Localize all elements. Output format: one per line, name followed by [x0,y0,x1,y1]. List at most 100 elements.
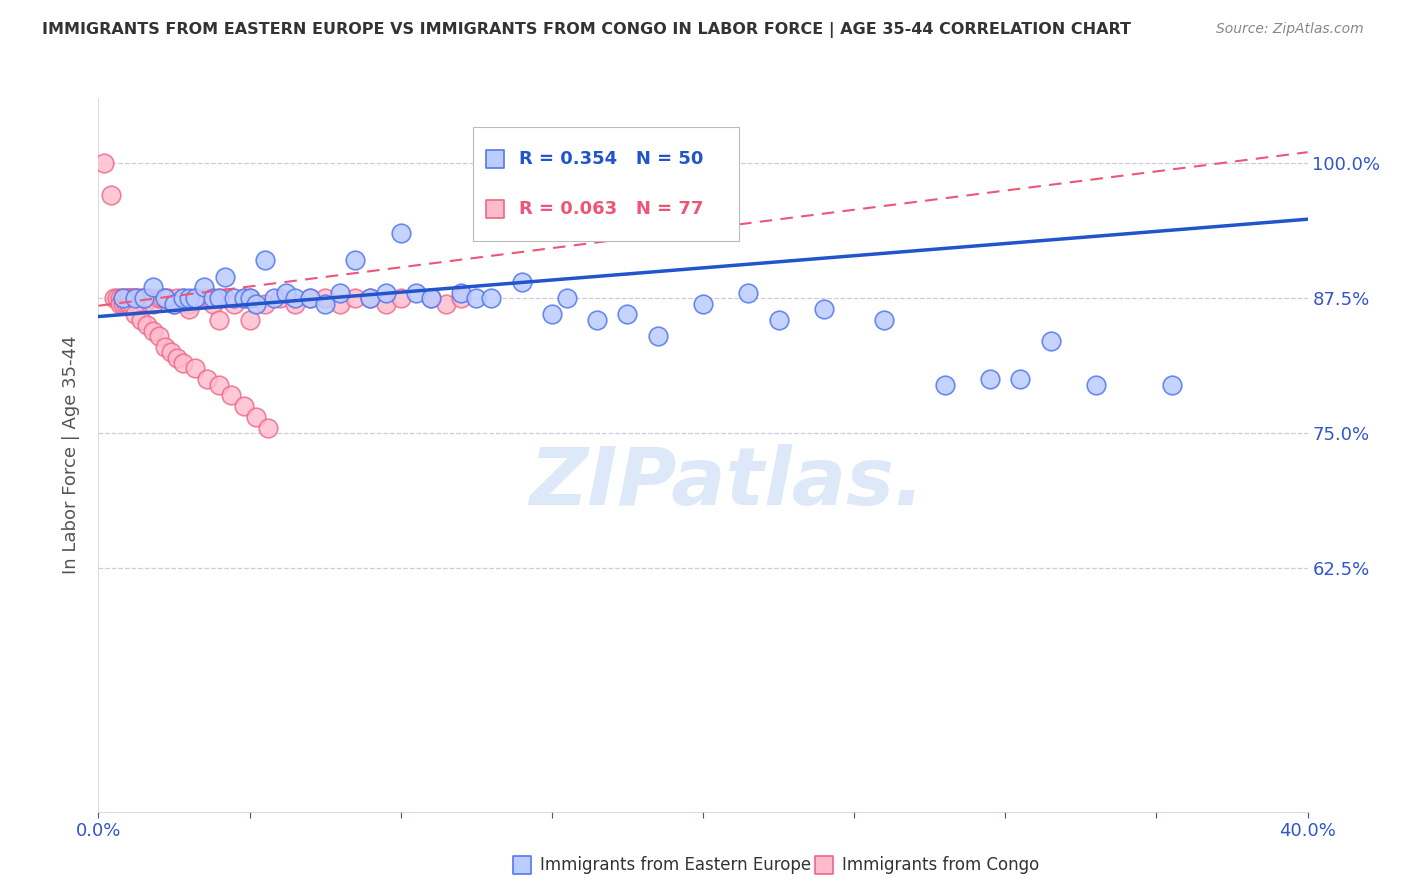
Point [124,291,146,305]
Point [555,291,578,305]
Point [344,291,367,305]
Point [132,291,155,305]
Point [616,307,638,321]
Point [142,280,165,294]
Point [284,296,307,310]
Point [111,296,134,310]
Point [934,377,956,392]
Point [172,291,194,305]
Point [465,291,488,305]
Point [208,291,231,305]
Point [127,296,149,310]
Point [540,307,562,321]
Point [586,312,609,326]
Point [510,275,533,289]
Point [269,291,291,305]
Point [253,296,276,310]
Point [232,291,254,305]
Point [692,296,714,310]
Point [232,291,254,305]
Point [153,340,176,354]
Point [214,291,236,305]
Point [239,312,262,326]
Point [224,291,246,305]
Point [299,291,322,305]
Point [274,285,297,300]
Point [129,312,152,326]
Point [208,312,231,326]
Point [389,291,412,305]
Point [214,269,236,284]
Text: IMMIGRANTS FROM EASTERN EUROPE VS IMMIGRANTS FROM CONGO IN LABOR FORCE | AGE 35-: IMMIGRANTS FROM EASTERN EUROPE VS IMMIGR… [42,22,1132,38]
Point [127,291,149,305]
Point [420,291,443,305]
Point [184,291,207,305]
Point [245,296,267,310]
Point [329,285,352,300]
Point [450,285,472,300]
Point [1078,248,1101,262]
Point [163,296,186,310]
Point [129,291,152,305]
Point [118,296,141,310]
Point [108,291,131,305]
Point [118,296,141,310]
Point [256,421,278,435]
Point [263,291,285,305]
Point [121,291,143,305]
Point [193,280,215,294]
Point [232,399,254,413]
Text: R = 0.063   N = 77: R = 0.063 N = 77 [519,200,703,218]
Point [389,227,412,241]
Point [239,291,262,305]
Point [166,351,188,365]
Point [135,291,157,305]
Text: R = 0.354   N = 50: R = 0.354 N = 50 [519,150,703,168]
Point [481,291,503,305]
Point [245,410,267,425]
Point [374,296,396,310]
Point [314,296,336,310]
Point [344,253,367,268]
Text: Immigrants from Congo: Immigrants from Congo [842,856,1039,874]
Point [163,296,186,310]
Point [184,361,207,376]
Point [193,291,215,305]
Y-axis label: In Labor Force | Age 35-44: In Labor Force | Age 35-44 [62,335,80,574]
Point [132,291,155,305]
Point [768,312,790,326]
Point [179,291,201,305]
Point [118,296,141,310]
Point [329,296,352,310]
Point [1010,372,1032,386]
Text: Source: ZipAtlas.com: Source: ZipAtlas.com [1216,22,1364,37]
Point [142,296,165,310]
Point [405,285,427,300]
Point [114,291,136,305]
Point [172,291,194,305]
Point [118,291,141,305]
Point [105,291,128,305]
Point [166,291,188,305]
Point [114,296,136,310]
Point [135,318,157,333]
Point [208,377,231,392]
Point [360,291,382,305]
Point [142,324,165,338]
Point [434,296,457,310]
Point [103,291,125,305]
Point [208,291,231,305]
Point [111,291,134,305]
Point [148,329,170,343]
Point [153,291,176,305]
Point [111,291,134,305]
Point [148,291,170,305]
Point [156,291,179,305]
Point [979,372,1001,386]
Point [253,253,276,268]
Point [737,285,759,300]
Text: Immigrants from Eastern Europe: Immigrants from Eastern Europe [540,856,811,874]
Point [118,291,141,305]
Point [360,291,382,305]
Point [124,291,146,305]
